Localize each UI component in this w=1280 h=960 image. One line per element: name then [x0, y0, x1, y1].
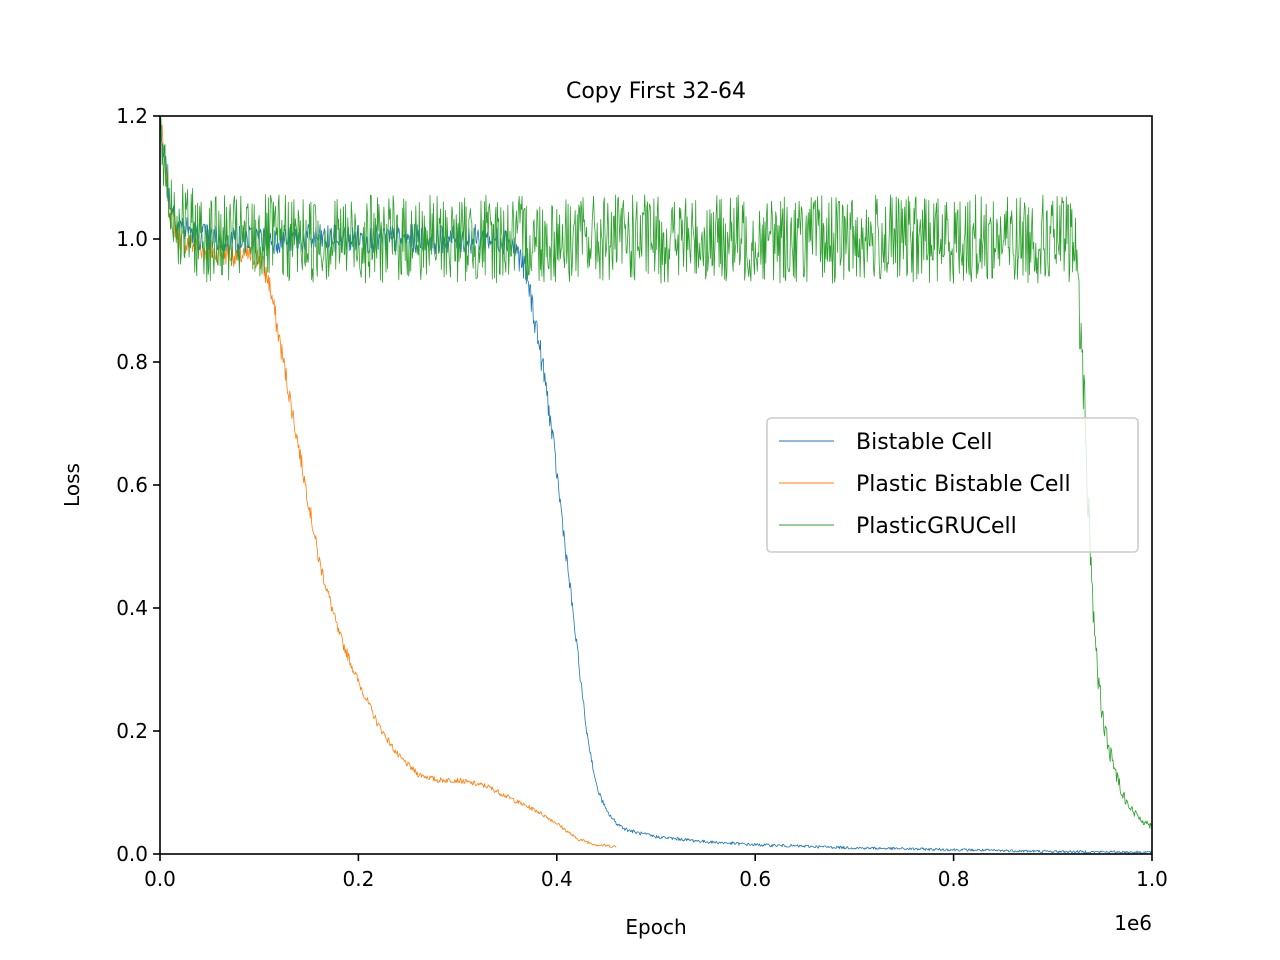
x-tick-label: 0.6	[739, 867, 771, 891]
x-tick-label: 0.4	[541, 867, 573, 891]
y-axis-ticks: 0.0 0.2 0.4 0.6 0.8 1.0 1.2	[116, 104, 160, 866]
x-tick-label: 0.2	[342, 867, 374, 891]
x-tick-label: 0.8	[938, 867, 970, 891]
y-axis-label: Loss	[60, 463, 84, 507]
y-tick-label: 0.8	[116, 350, 148, 374]
x-axis-offset-label: 1e6	[1114, 911, 1152, 935]
x-tick-label: 0.0	[144, 867, 176, 891]
x-axis-label: Epoch	[625, 915, 686, 939]
legend-label-bistable-cell: Bistable Cell	[856, 430, 993, 455]
y-tick-label: 1.0	[116, 227, 148, 251]
y-tick-label: 1.2	[116, 104, 148, 128]
x-tick-label: 1.0	[1136, 867, 1168, 891]
plot-lines	[159, 115, 1153, 854]
chart-title: Copy First 32-64	[566, 79, 746, 104]
legend-label-plastic-gru-cell: PlasticGRUCell	[856, 514, 1017, 539]
legend-box	[766, 417, 1139, 553]
y-tick-label: 0.6	[116, 473, 148, 497]
series-line-plasticgrucell	[160, 115, 1153, 829]
legend: Bistable Cell Plastic Bistable Cell Plas…	[766, 417, 1139, 553]
y-tick-label: 0.0	[116, 842, 148, 866]
legend-label-plastic-bistable-cell: Plastic Bistable Cell	[856, 472, 1071, 497]
x-axis-ticks: 0.0 0.2 0.4 0.6 0.8 1.0	[144, 854, 1168, 891]
y-tick-label: 0.2	[116, 719, 148, 743]
y-tick-label: 0.4	[116, 596, 148, 620]
